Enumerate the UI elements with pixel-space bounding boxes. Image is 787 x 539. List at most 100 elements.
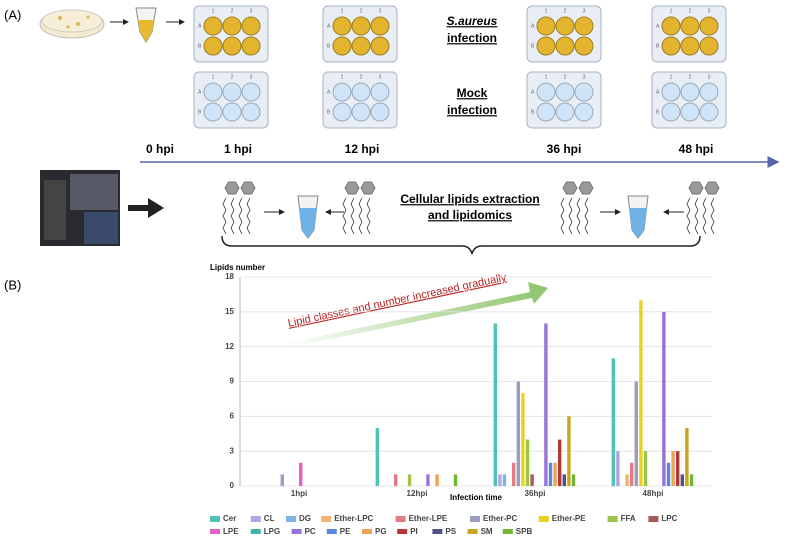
legend-label: PI [410,527,418,534]
bar [530,474,534,486]
bar [280,474,284,486]
trend-arrow [283,282,548,348]
well [555,82,575,102]
lipid-tail [702,197,707,235]
well [699,36,719,56]
well [370,16,390,36]
legend-swatch [432,529,443,535]
well [203,82,223,102]
bar [407,474,412,486]
bar [689,474,694,486]
legend-swatch [648,516,659,522]
y-tick-label: 6 [230,411,235,420]
plate-col-label: 2 [564,74,567,80]
lipid-tail [230,197,235,235]
plate-row-label: B [531,109,535,115]
plate-row-label: B [656,109,660,115]
bar [553,462,557,486]
well [332,102,352,122]
plate-col-label: 1 [212,74,215,80]
well [332,36,352,56]
well [661,102,681,122]
x-axis-label: Infection time [450,493,503,502]
legend-label: Ether-PC [483,514,517,523]
y-tick-label: 9 [230,377,235,386]
well [574,16,594,36]
well [536,102,556,122]
plate-row-label: A [327,89,331,95]
plate-col-label: 3 [379,8,382,14]
tube-liquid [299,208,317,238]
bar [671,451,675,486]
lipid-tail [238,197,243,235]
y-axis-label: Lipids number [210,263,265,272]
legend-swatch [291,529,302,535]
legend-label: PE [340,527,351,534]
well [203,36,223,56]
x-tick-label: 12hpi [407,489,428,498]
legend-swatch [210,529,220,535]
well [699,16,719,36]
bar [639,300,643,486]
well [536,82,556,102]
bar [643,451,648,486]
well [574,82,594,102]
lipid-head [562,181,578,195]
mock-label: Mock [457,86,488,100]
plate-col-label: 3 [379,74,382,80]
lipid-head [224,181,240,195]
plate-col-label: 3 [250,8,253,14]
plate-col-label: 2 [689,74,692,80]
well [699,102,719,122]
well [332,16,352,36]
bar [516,381,520,486]
well [370,102,390,122]
well [351,82,371,102]
plate-row-label: A [656,23,660,29]
lipid-tail [246,197,251,235]
x-tick-label: 1hpi [291,489,307,498]
well [203,16,223,36]
panel-label: (B) [4,277,21,292]
legend-label: LPC [661,514,677,523]
well [555,102,575,122]
lipid-tail [358,197,363,235]
well [680,102,700,122]
plate-row-label: A [531,23,535,29]
bar [630,462,634,486]
y-tick-label: 12 [225,342,234,351]
legend-swatch [502,529,513,535]
legend-label: DG [299,514,311,523]
bar [453,474,458,486]
y-tick-label: 18 [225,272,234,281]
plate-row-label: A [198,89,202,95]
legend-label: SM [481,527,493,534]
legend-swatch [395,516,406,522]
lipid-tail [366,197,371,235]
well [536,16,556,36]
bar [299,462,303,486]
bar [616,451,620,486]
legend-label: PS [445,527,456,534]
bar [502,474,507,486]
bar [525,439,530,486]
plate-col-label: 1 [545,74,548,80]
legend-swatch [250,516,261,522]
bar [666,462,671,486]
bar [558,439,562,486]
bar [548,462,553,486]
well [222,16,242,36]
tube-liquid [629,208,647,238]
legend-swatch [607,516,618,522]
plate-row-label: A [531,89,535,95]
plate-row-label: B [198,109,202,115]
plate-col-label: 2 [360,8,363,14]
plate-col-label: 1 [545,8,548,14]
bar [394,474,398,486]
well [661,82,681,102]
legend-swatch [210,516,220,522]
time-label: 0 hpi [146,142,174,156]
time-label: 48 hpi [679,142,714,156]
lipid-tail [694,197,699,235]
